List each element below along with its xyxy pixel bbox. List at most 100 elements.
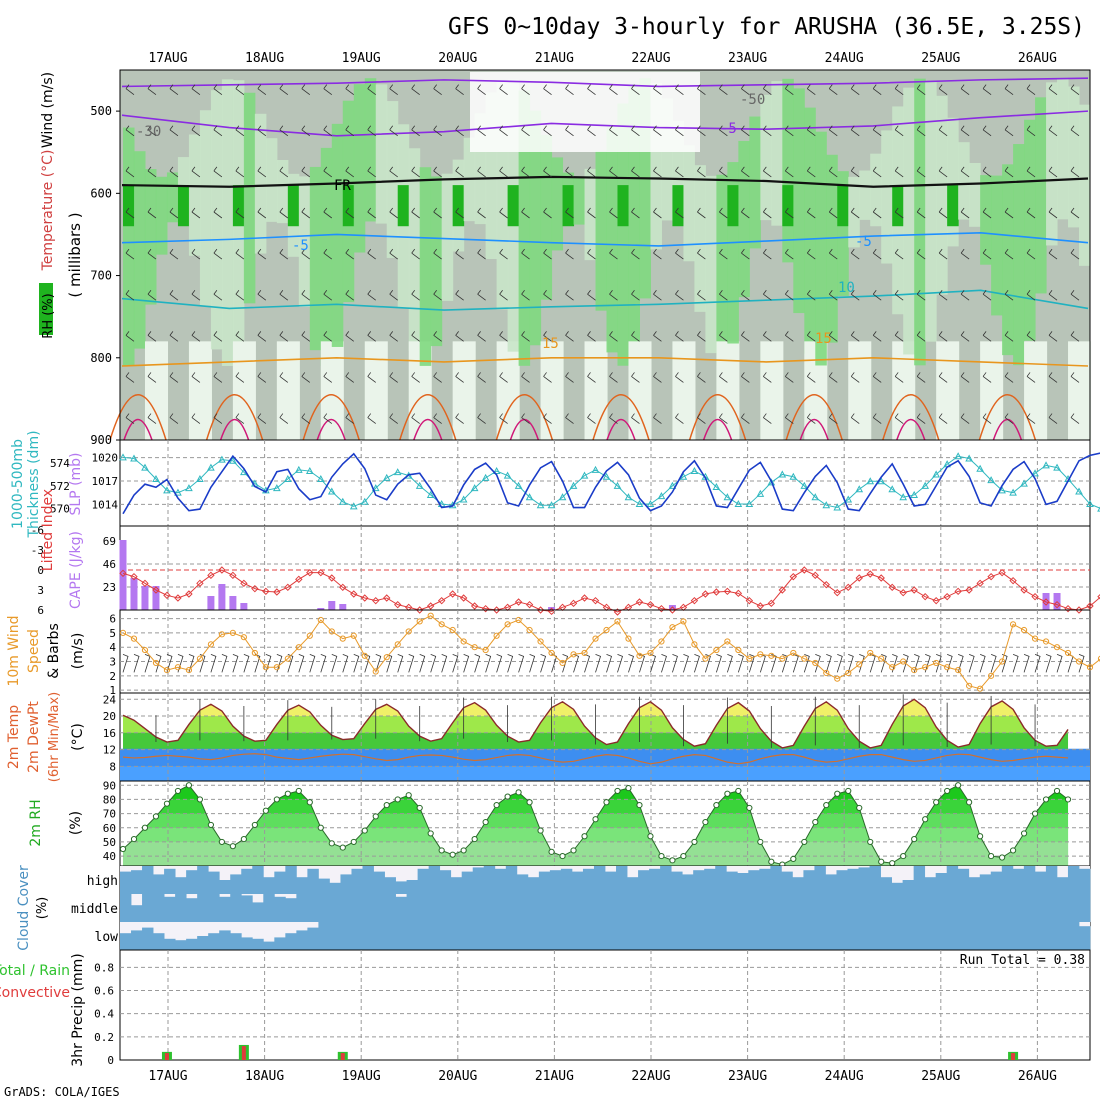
contour-label: -5 xyxy=(292,238,309,254)
wind-barb xyxy=(323,125,333,137)
y-tick-label: 700 xyxy=(90,269,112,283)
wind-speed-marker xyxy=(724,638,731,645)
wind-barb xyxy=(872,125,882,137)
wind-barb xyxy=(499,125,508,137)
thickness-marker xyxy=(668,481,677,489)
thickness-marker xyxy=(712,482,721,490)
rh-moist-core xyxy=(617,185,630,227)
cloud-cell xyxy=(274,871,286,894)
rh-shade xyxy=(540,134,553,300)
rh-shade xyxy=(1024,119,1036,341)
wind-barb xyxy=(719,372,728,383)
cloud-cell xyxy=(263,877,275,894)
wind-barb xyxy=(763,84,772,95)
wind-speed-marker xyxy=(680,618,687,625)
contour-label: 15 xyxy=(815,331,832,347)
contour-label: FR xyxy=(334,178,351,194)
wind-speed-marker xyxy=(1031,635,1039,642)
wind-barb xyxy=(653,84,662,95)
wind-speed-marker xyxy=(614,618,621,625)
wind-barb xyxy=(872,413,882,424)
rh-marker xyxy=(174,787,182,795)
thickness-marker xyxy=(855,485,864,493)
cloud-cell xyxy=(935,922,948,950)
cloud-cell xyxy=(571,922,584,950)
precip-convective-bar xyxy=(340,1053,345,1060)
wind-barb xyxy=(411,125,420,137)
thickness-marker xyxy=(272,484,281,492)
surface-wind-barb xyxy=(397,654,404,673)
wind-barb xyxy=(916,413,926,424)
precip-run-total: Run Total = 0.38 xyxy=(960,953,1085,968)
wind-speed-marker xyxy=(427,612,434,619)
wind-speed-marker xyxy=(350,632,357,639)
wind-barb xyxy=(257,207,267,219)
rh-marker xyxy=(218,838,225,846)
precip-tick-label: 0.6 xyxy=(94,985,114,998)
wind-barb xyxy=(433,331,442,342)
rh-shade xyxy=(705,175,717,354)
cloud-cell xyxy=(263,941,275,950)
cloud-cell xyxy=(726,922,738,950)
wind-barb xyxy=(477,207,486,219)
rh-marker xyxy=(328,840,335,847)
wind-barb xyxy=(697,84,706,95)
isotherm-warm-core xyxy=(606,418,636,441)
precip-convective-bar xyxy=(1011,1053,1016,1060)
rh-tick-label: 90 xyxy=(103,779,116,792)
upper-air-panel: -5 -5 -5 10 15 15 -30 -50 FR 500 600 700 800 900 xyxy=(90,69,1092,447)
thickness-marker xyxy=(657,492,666,500)
wind-speed-marker xyxy=(1064,649,1072,657)
cloud-cell xyxy=(472,894,485,922)
lifted-index-marker xyxy=(481,604,490,613)
wind-barb xyxy=(191,289,201,301)
cloud-cell xyxy=(803,870,815,894)
rh-moist-core xyxy=(287,185,300,227)
cloud-cell xyxy=(472,922,485,950)
wind-tick-label: 3 xyxy=(109,656,116,669)
surface-wind-barb xyxy=(232,654,239,673)
wind-barb xyxy=(763,289,772,301)
wind-barb xyxy=(257,331,267,342)
wind-barb xyxy=(191,372,201,383)
wind-barb xyxy=(850,84,860,95)
wind-barb xyxy=(499,84,508,95)
wind-speed-marker xyxy=(482,646,489,654)
wind-barb xyxy=(828,248,838,260)
precip-tick-label: 0 xyxy=(107,1054,114,1067)
rh-shade xyxy=(518,90,531,366)
wind-barb xyxy=(345,248,355,260)
wind-speed-marker xyxy=(328,628,335,635)
cloud-cell xyxy=(186,898,198,922)
cloud-cell xyxy=(660,894,672,922)
rh-shade xyxy=(331,123,344,347)
rh-dry-plume xyxy=(848,341,872,440)
temp-axis-title: 2m Temp xyxy=(6,705,22,769)
thickness-marker xyxy=(591,465,600,473)
wind-barb xyxy=(301,413,311,424)
wind-barb xyxy=(411,372,420,383)
isotherm-diurnal xyxy=(495,394,554,441)
wind-speed-marker xyxy=(284,655,291,662)
wind-barb xyxy=(719,166,728,178)
wind-barb xyxy=(784,125,794,137)
rh-marker xyxy=(471,835,478,843)
thickness-marker xyxy=(163,486,171,494)
wind-barb xyxy=(499,331,508,342)
wind-speed-marker xyxy=(735,646,742,654)
surface-wind-barb xyxy=(518,654,525,673)
wind-barb xyxy=(433,84,442,95)
wind-speed-marker xyxy=(845,669,852,677)
lifted-index-marker xyxy=(998,568,1006,577)
wind-speed-marker xyxy=(471,644,478,651)
cloud-cell xyxy=(175,940,187,950)
wind-speed-marker xyxy=(691,641,698,648)
rh-marker xyxy=(262,807,269,814)
thickness-marker xyxy=(283,474,292,483)
cloud-cell xyxy=(715,922,727,950)
lifted-index-marker xyxy=(448,590,457,598)
wind-barb xyxy=(521,372,530,383)
wind-barb xyxy=(1004,207,1014,219)
wind-barb xyxy=(147,125,157,137)
wind-barb xyxy=(521,166,530,178)
